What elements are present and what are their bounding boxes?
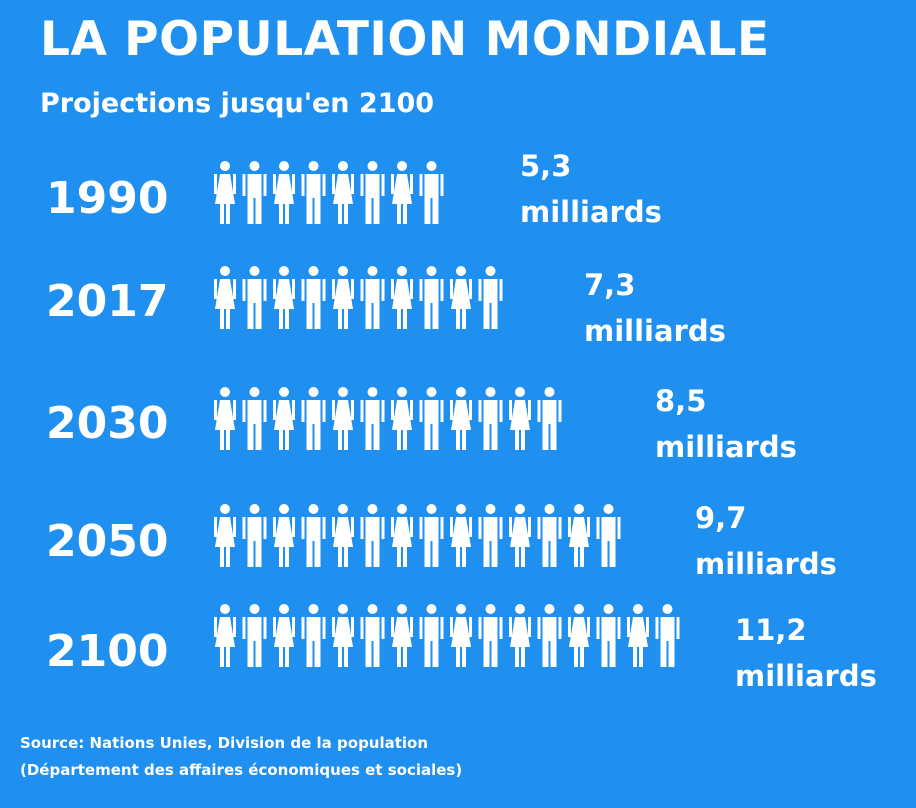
year-label: 2030 (46, 398, 169, 449)
people-figures (214, 161, 444, 224)
value-number: 8,5 (655, 384, 707, 418)
year-label: 2100 (46, 626, 169, 677)
value-number: 5,3 (520, 149, 572, 183)
year-label: 1990 (46, 173, 169, 224)
man-icon (360, 387, 385, 450)
man-icon (478, 504, 503, 567)
people-figures (214, 266, 503, 329)
man-icon (242, 504, 267, 567)
man-icon (537, 604, 562, 667)
man-icon (419, 387, 444, 450)
value-label: 7,3 milliards (584, 262, 726, 354)
value-unit: milliards (695, 547, 837, 581)
people-figures (214, 604, 680, 667)
value-unit: milliards (735, 659, 877, 693)
value-number: 7,3 (584, 268, 636, 302)
man-icon (242, 604, 267, 667)
value-label: 5,3 milliards (520, 143, 662, 235)
man-icon (478, 604, 503, 667)
man-icon (596, 504, 621, 567)
man-icon (301, 387, 326, 450)
woman-icon (332, 504, 354, 567)
man-icon (419, 161, 444, 224)
year-label: 2050 (46, 516, 169, 567)
value-unit: milliards (584, 314, 726, 348)
man-icon (478, 266, 503, 329)
woman-icon (214, 266, 236, 329)
man-icon (242, 266, 267, 329)
woman-icon (450, 604, 472, 667)
woman-icon (568, 604, 590, 667)
woman-icon (509, 604, 531, 667)
woman-icon (509, 387, 531, 450)
man-icon (537, 387, 562, 450)
source-line-2: (Département des affaires économiques et… (20, 761, 463, 779)
value-number: 9,7 (695, 501, 747, 535)
source-line-1: Source: Nations Unies, Division de la po… (20, 734, 429, 752)
woman-icon (450, 387, 472, 450)
man-icon (419, 504, 444, 567)
woman-icon (391, 266, 413, 329)
man-icon (360, 161, 385, 224)
man-icon (655, 604, 680, 667)
man-icon (478, 387, 503, 450)
man-icon (301, 604, 326, 667)
man-icon (419, 266, 444, 329)
man-icon (301, 266, 326, 329)
woman-icon (214, 387, 236, 450)
value-unit: milliards (655, 430, 797, 464)
woman-icon (273, 161, 295, 224)
man-icon (360, 604, 385, 667)
woman-icon (391, 504, 413, 567)
value-label: 9,7 milliards (695, 495, 837, 587)
woman-icon (332, 266, 354, 329)
people-figures (214, 504, 621, 567)
woman-icon (391, 604, 413, 667)
woman-icon (273, 266, 295, 329)
woman-icon (568, 504, 590, 567)
woman-icon (273, 604, 295, 667)
source-note: Source: Nations Unies, Division de la po… (20, 730, 462, 784)
man-icon (360, 266, 385, 329)
man-icon (360, 504, 385, 567)
value-number: 11,2 (735, 613, 807, 647)
man-icon (242, 387, 267, 450)
woman-icon (332, 161, 354, 224)
woman-icon (391, 387, 413, 450)
woman-icon (214, 504, 236, 567)
woman-icon (450, 266, 472, 329)
woman-icon (450, 504, 472, 567)
man-icon (596, 604, 621, 667)
chart-subtitle: Projections jusqu'en 2100 (40, 88, 435, 119)
man-icon (242, 161, 267, 224)
woman-icon (391, 161, 413, 224)
value-label: 11,2 milliards (735, 607, 877, 699)
woman-icon (273, 504, 295, 567)
chart-title: LA POPULATION MONDIALE (40, 12, 770, 67)
year-label: 2017 (46, 276, 169, 327)
man-icon (419, 604, 444, 667)
man-icon (301, 504, 326, 567)
value-label: 8,5 milliards (655, 378, 797, 470)
value-unit: milliards (520, 195, 662, 229)
man-icon (537, 504, 562, 567)
woman-icon (627, 604, 649, 667)
woman-icon (214, 604, 236, 667)
woman-icon (509, 504, 531, 567)
people-figures (214, 387, 562, 450)
woman-icon (273, 387, 295, 450)
woman-icon (332, 604, 354, 667)
woman-icon (332, 387, 354, 450)
woman-icon (214, 161, 236, 224)
man-icon (301, 161, 326, 224)
